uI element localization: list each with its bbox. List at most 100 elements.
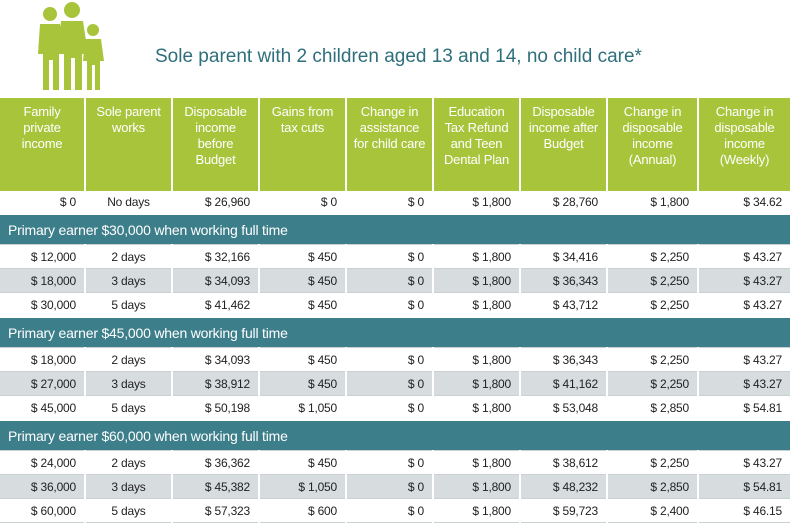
section-heading: Primary earner $30,000 when working full… [0,213,792,245]
column-header: Sole parent works [85,98,173,191]
cell: $ 41,162 [520,371,608,396]
cell: 5 days [85,498,173,523]
cell: $ 18,000 [0,347,86,372]
cell: $ 27,000 [0,371,86,396]
cell: $ 0 [346,347,434,372]
cell: $ 2,250 [607,371,699,396]
cell: $ 60,000 [0,498,86,523]
column-header: Change in disposable income (Annual) [607,98,699,191]
cell: $ 43.27 [698,292,792,318]
cell: $ 59,723 [520,498,608,523]
cell: $ 1,800 [433,244,521,269]
cell: $ 2,400 [607,498,699,523]
column-header: Change in disposable income (Weekly) [698,98,792,191]
cell: No days [85,191,173,215]
cell: $ 43.27 [698,347,792,372]
section-row: Primary earner $60,000 when working full… [0,419,792,451]
column-header: Family private income [0,98,86,191]
cell: $ 54.81 [698,395,792,421]
cell: $ 43.27 [698,371,792,396]
section-heading: Primary earner $60,000 when working full… [0,419,792,451]
cell: $ 2,250 [607,450,699,475]
cell: $ 26,960 [172,191,260,215]
cell: $ 2,850 [607,395,699,421]
cell: $ 450 [259,292,347,318]
cell: $ 34,416 [520,244,608,269]
cell: $ 450 [259,244,347,269]
cell: $ 0 [346,292,434,318]
cell: $ 1,800 [433,474,521,499]
cell: $ 2,250 [607,292,699,318]
column-header: Change in assistance for child care [346,98,434,191]
cell: $ 1,800 [433,498,521,523]
table: Family private income Sole parent works Di… [0,98,792,523]
cell: $ 1,050 [259,395,347,421]
column-header: Disposable income after Budget [520,98,608,191]
family-icon [38,2,104,90]
cell: 2 days [85,347,173,372]
cell: $ 57,323 [172,498,260,523]
cell: $ 43.27 [698,450,792,475]
cell: $ 36,000 [0,474,86,499]
cell: $ 53,048 [520,395,608,421]
cell: $ 0 [346,191,434,215]
cell: $ 1,800 [433,268,521,293]
cell: $ 18,000 [0,268,86,293]
cell: $ 1,800 [607,191,699,215]
cell: $ 2,250 [607,268,699,293]
cell: 2 days [85,244,173,269]
cell: $ 450 [259,371,347,396]
cell: $ 43.27 [698,244,792,269]
cell: $ 34.62 [698,191,792,215]
cell: 3 days [85,474,173,499]
cell: $ 0 [346,498,434,523]
cell: 2 days [85,450,173,475]
cell: $ 450 [259,268,347,293]
cell: 3 days [85,371,173,396]
cell: $ 45,382 [172,474,260,499]
cell: $ 28,760 [520,191,608,215]
cell: $ 0 [346,371,434,396]
cell: $ 2,850 [607,474,699,499]
cell: $ 24,000 [0,450,86,475]
section-row: Primary earner $30,000 when working full… [0,213,792,245]
cell: $ 1,800 [433,450,521,475]
cell: $ 43.27 [698,268,792,293]
table-row: $ 0 No days $ 26,960 $ 0 $ 0 $ 1,800 $ 28,760 $… [0,191,792,215]
table-row: $ 30,000 5 days $ 41,462 $ 450 $ 0 $ 1,800 $ 4… [0,292,792,318]
title: Sole parent with 2 children aged 13 and … [155,46,642,67]
cell: $ 0 [346,395,434,421]
column-header: Education Tax Refund and Teen Dental Pla… [433,98,521,191]
cell: 5 days [85,292,173,318]
table-row: $ 24,000 2 days $ 36,362 $ 450 $ 0 $ 1,800 $ 3… [0,450,792,475]
cell: $ 1,800 [433,347,521,372]
cell: $ 48,232 [520,474,608,499]
cell: $ 30,000 [0,292,86,318]
cell: $ 1,800 [433,395,521,421]
cell: $ 38,912 [172,371,260,396]
header-row: Family private income Sole parent works Di… [0,98,792,191]
cell: $ 12,000 [0,244,86,269]
cell: 3 days [85,268,173,293]
cell: $ 36,343 [520,268,608,293]
cell: $ 1,050 [259,474,347,499]
cell: $ 46.15 [698,498,792,523]
cell: $ 0 [0,191,86,215]
cell: $ 32,166 [172,244,260,269]
cell: $ 2,250 [607,347,699,372]
cell: $ 450 [259,450,347,475]
section-row: Primary earner $45,000 when working full… [0,316,792,348]
cell: $ 34,093 [172,268,260,293]
cell: $ 2,250 [607,244,699,269]
cell: $ 0 [346,268,434,293]
cell: $ 36,343 [520,347,608,372]
table-body: $ 0 No days $ 26,960 $ 0 $ 0 $ 1,800 $ 28,760 $… [0,191,792,523]
cell: $ 1,800 [433,191,521,215]
cell: $ 1,800 [433,371,521,396]
cell: 5 days [85,395,173,421]
cell: $ 38,612 [520,450,608,475]
cell: $ 34,093 [172,347,260,372]
cell: $ 0 [346,450,434,475]
table-row: $ 27,000 3 days $ 38,912 $ 450 $ 0 $ 1,800 $ 4… [0,371,792,396]
